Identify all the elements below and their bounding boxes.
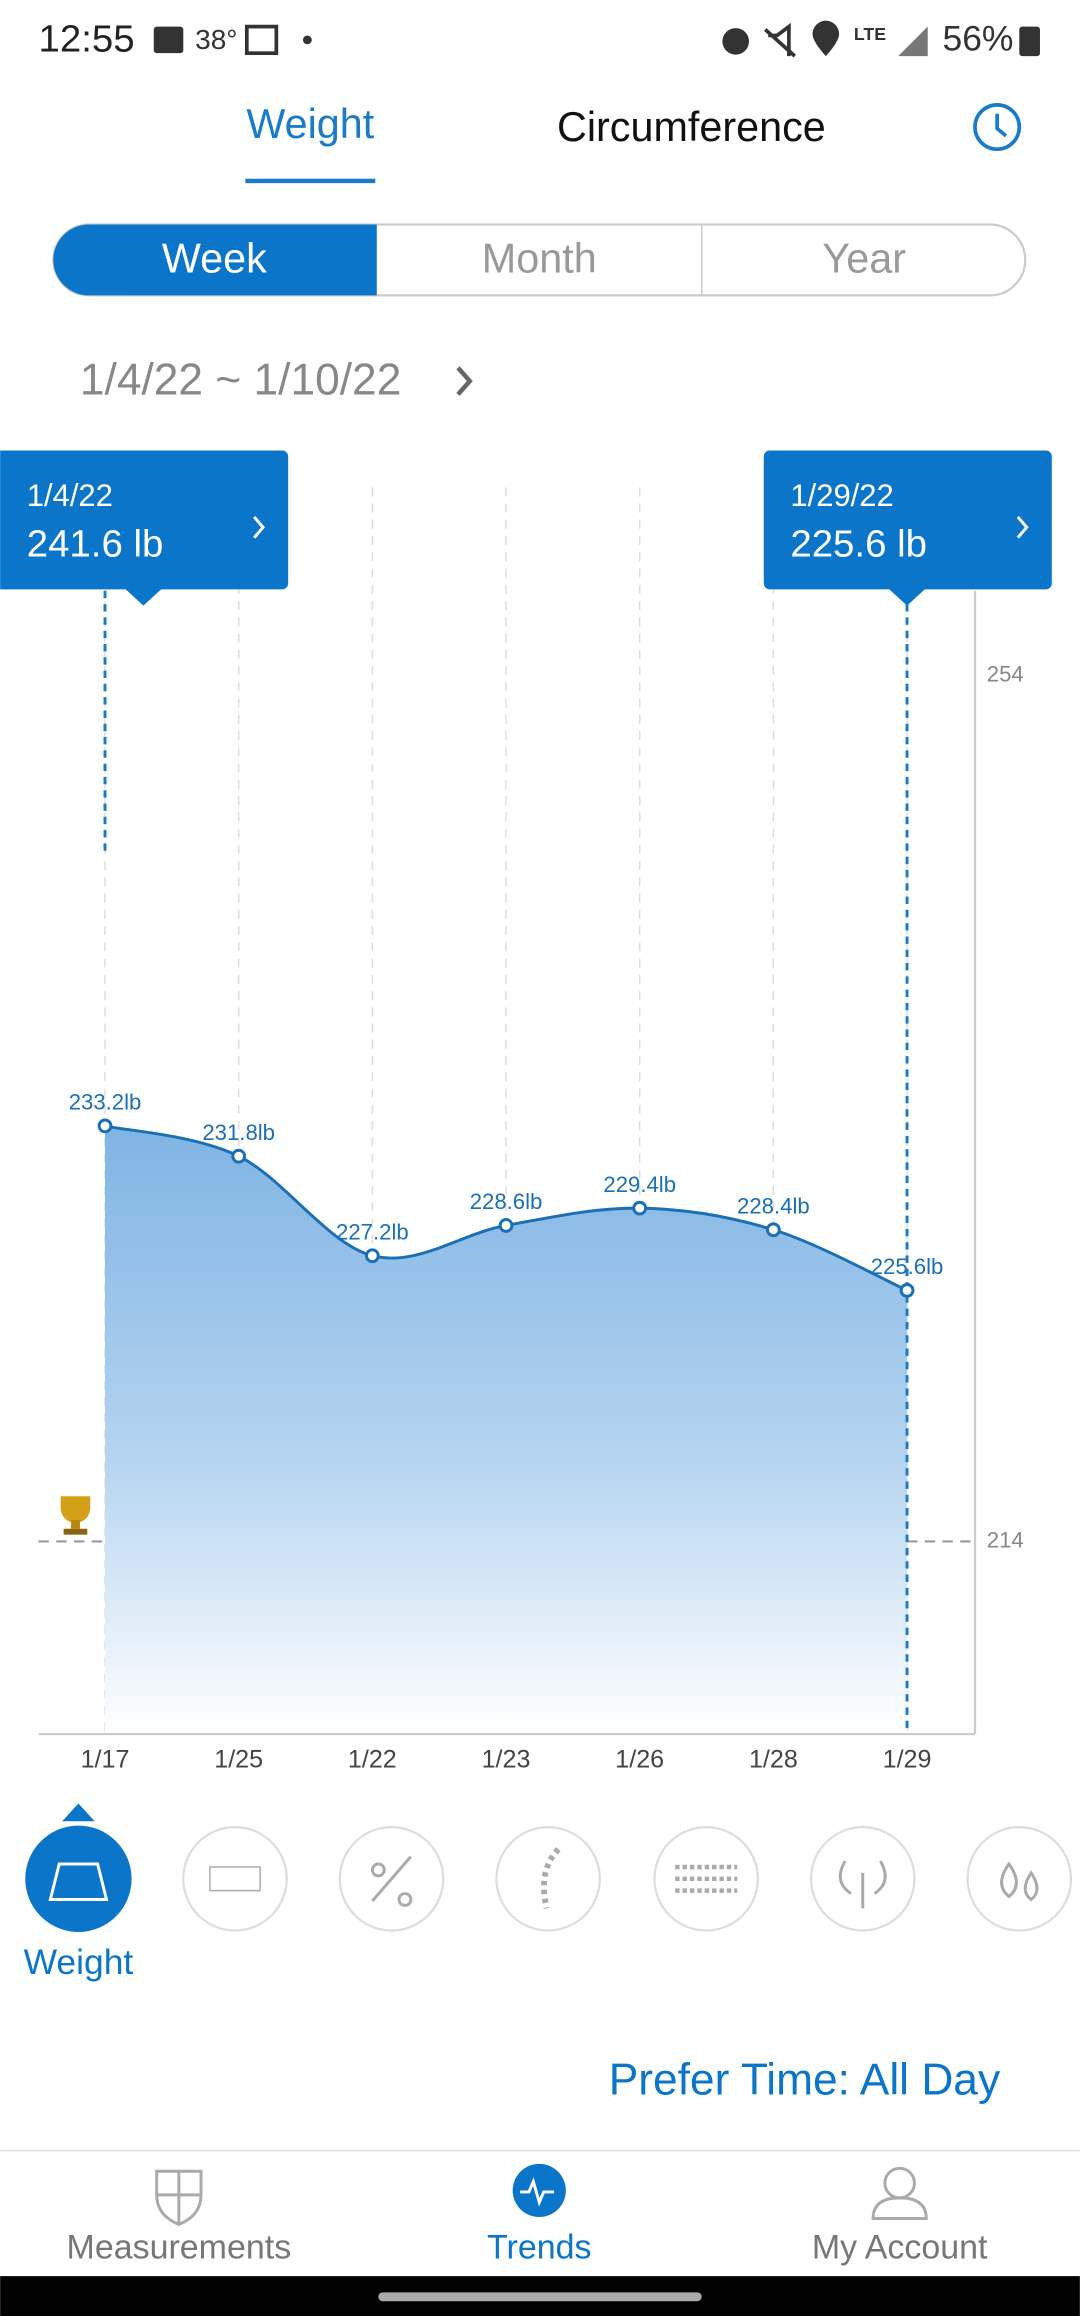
metric-icon[interactable] [495, 1825, 601, 1932]
tooltip[interactable]: 1/4/22 241.6 lb [0, 450, 289, 606]
home-indicator [378, 2292, 702, 2302]
value-label: 227.2lb [336, 1219, 409, 1244]
metric-icon[interactable] [25, 1825, 132, 1932]
point [632, 1200, 648, 1216]
metric-label: Weight [24, 1942, 134, 1982]
area [105, 1125, 908, 1735]
x-tick-label: 1/23 [482, 1745, 531, 1773]
value-label: 228.6lb [470, 1189, 543, 1214]
glyph [838, 1860, 887, 1909]
tab[interactable]: Circumference [557, 104, 826, 150]
signal-icon [898, 26, 928, 57]
x-tick-label: 1/29 [883, 1745, 932, 1773]
nav-item[interactable]: Measurements [67, 2169, 292, 2267]
tab[interactable]: Weight [246, 101, 374, 147]
x-tick-label: 1/22 [348, 1745, 397, 1773]
alarm-icon [722, 28, 750, 55]
segment[interactable]: Year [822, 235, 906, 281]
metric-icon[interactable] [653, 1825, 759, 1932]
lte: LTE [854, 24, 886, 44]
glyph [541, 1847, 561, 1910]
glyph [209, 1866, 261, 1892]
point [765, 1222, 781, 1238]
nav-label: Trends [487, 2229, 591, 2267]
x-tick-label: 1/26 [615, 1745, 664, 1773]
point [364, 1248, 380, 1264]
location-icon [812, 20, 840, 57]
point [97, 1118, 113, 1134]
y-tick-label: 214 [987, 1527, 1024, 1552]
glyph [1000, 1861, 1039, 1902]
point [231, 1148, 247, 1164]
y-tick-label: 254 [987, 662, 1024, 687]
metric-icon[interactable] [966, 1825, 1073, 1932]
trophy-icon [60, 1496, 91, 1535]
selector-arrow [62, 1803, 95, 1822]
nav-item[interactable]: My Account [812, 2166, 988, 2267]
gallery-icon [153, 26, 184, 54]
tooltip-value: 241.6 lb [27, 523, 164, 566]
value-label: 228.4lb [737, 1193, 810, 1218]
x-tick-label: 1/17 [81, 1745, 130, 1773]
point [498, 1218, 514, 1233]
segment[interactable]: Week [162, 235, 267, 281]
tooltip-date: 1/4/22 [27, 478, 113, 513]
dot [302, 35, 312, 45]
segment-selected[interactable] [53, 224, 377, 296]
x-tick-label: 1/28 [749, 1745, 798, 1773]
battery-icon [1019, 26, 1040, 57]
history-button[interactable] [973, 103, 1022, 152]
metric-icon[interactable] [182, 1825, 288, 1932]
x-tick-label: 1/25 [214, 1745, 263, 1773]
point [899, 1282, 915, 1298]
date-range[interactable]: 1/4/22 ~ 1/10/22 [80, 355, 401, 404]
nav-label: Measurements [67, 2229, 292, 2267]
chevron[interactable] [456, 366, 473, 396]
value-label: 229.4lb [603, 1172, 676, 1197]
segment[interactable]: Month [482, 235, 597, 281]
value-label: 233.2lb [69, 1090, 142, 1115]
metric-icon[interactable] [809, 1825, 916, 1932]
clock: 12:55 [39, 17, 135, 60]
battery-text: 56% [942, 19, 1013, 59]
tooltip[interactable]: 1/29/22 225.6 lb [763, 450, 1052, 606]
points: 233.2lb 231.8lb 227.2lb 228.6lb 229.4lb 228.4… [69, 1090, 944, 1298]
temperature: 38° [195, 24, 237, 55]
glyph [370, 1855, 413, 1907]
calendar-icon [244, 24, 279, 56]
value-label: 231.8lb [202, 1120, 275, 1145]
nav-item[interactable]: Trends [487, 2163, 591, 2267]
mute-icon [764, 22, 797, 58]
tooltip-value: 225.6 lb [790, 523, 927, 566]
glyph [675, 1864, 738, 1893]
tab-underline [245, 178, 376, 184]
prefer-time[interactable]: Prefer Time: All Day [609, 2055, 1001, 2104]
metric-icon[interactable] [338, 1825, 445, 1932]
nav-label: My Account [812, 2229, 988, 2267]
value-label: 225.6lb [871, 1254, 944, 1279]
weight-glyph [48, 1862, 109, 1901]
tooltip-date: 1/29/22 [790, 478, 893, 513]
